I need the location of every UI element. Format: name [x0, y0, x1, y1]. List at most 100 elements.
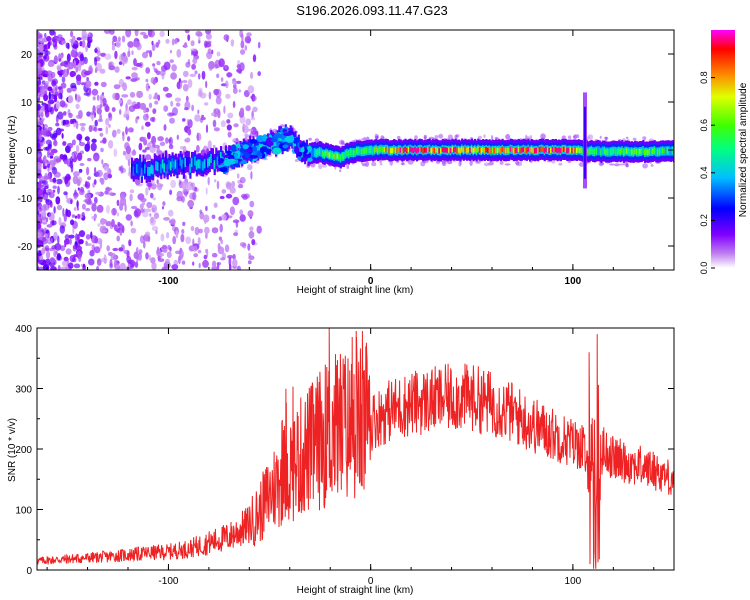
noise-blob [41, 102, 47, 106]
noise-blob [166, 232, 170, 239]
noise-blob [85, 181, 91, 189]
noise-blob [76, 152, 83, 161]
noise-blob [39, 133, 43, 141]
noise-blob [91, 216, 96, 220]
ridge-cell [315, 150, 318, 156]
noise-blob [112, 92, 118, 100]
noise-blob [63, 160, 69, 165]
noise-blob [149, 213, 152, 217]
noise-blob [63, 213, 67, 222]
noise-blob [42, 156, 47, 165]
noise-blob [162, 206, 164, 210]
ridge-blob [234, 159, 239, 164]
noise-blob [140, 208, 145, 213]
ridge-cell [155, 163, 158, 169]
spectrogram-ytick-label: 10 [21, 98, 33, 109]
ridge-cell [169, 163, 173, 169]
ridge-cell [349, 149, 352, 155]
noise-blob [239, 214, 246, 222]
noise-blob [145, 252, 149, 260]
noise-blob [57, 86, 63, 90]
ridge-cell [139, 162, 142, 168]
ridge-cell [606, 149, 609, 155]
noise-blob [118, 99, 122, 104]
ridge-blob [219, 166, 228, 173]
ridge-cell [637, 149, 640, 155]
ridge-cell [512, 148, 515, 154]
colorbar: 0.0 0.2 0.4 0.6 0.8 Normalized spectral ampl… [699, 30, 749, 274]
noise-blob [143, 34, 149, 39]
noise-blob [48, 91, 51, 101]
ridge-haze [454, 134, 458, 140]
noise-blob [199, 92, 207, 99]
ridge-haze [483, 134, 486, 138]
ridge-cell [341, 153, 344, 160]
ridge-cell [499, 148, 503, 154]
ridge-cell [134, 166, 137, 172]
ridge-cell [465, 147, 469, 153]
noise-blob [66, 209, 72, 218]
noise-blob [254, 131, 258, 138]
noise-blob [37, 62, 41, 69]
ridge-cell [210, 155, 213, 162]
noise-blob [150, 117, 155, 122]
ridge-haze [322, 164, 327, 168]
ridge-cell [648, 149, 651, 155]
noise-blob [157, 136, 164, 142]
noise-blob [55, 196, 61, 205]
noise-blob [63, 111, 67, 116]
ridge-cell [516, 147, 519, 153]
noise-blob [100, 229, 108, 233]
ridge-haze [308, 137, 312, 141]
noise-blob [55, 250, 58, 255]
noise-blob [107, 173, 113, 179]
noise-blob [105, 221, 112, 227]
ridge-cell [168, 161, 171, 168]
ridge-cell [343, 153, 346, 159]
noise-blob [87, 41, 91, 49]
noise-blob [201, 70, 206, 80]
ridge-cell [627, 148, 630, 155]
noise-blob [156, 179, 159, 185]
ridge-cell [299, 148, 302, 154]
noise-blob [59, 153, 64, 160]
ridge-cell [179, 158, 182, 165]
ridge-cell [542, 146, 545, 152]
noise-blob [44, 258, 51, 266]
ridge-cell [334, 153, 338, 159]
ridge-cell [391, 147, 394, 154]
noise-blob [75, 233, 78, 242]
ridge-cell [202, 163, 205, 169]
noise-blob [56, 66, 62, 71]
ridge-cell [661, 148, 664, 154]
ridge-blob [230, 164, 235, 170]
noise-blob [78, 255, 82, 263]
spectrogram-ylabel: Frequency (Hz) [7, 116, 18, 185]
ridge-cell [173, 163, 176, 169]
noise-blob [37, 37, 40, 42]
ridge-cell [346, 150, 349, 156]
noise-blob [221, 214, 227, 221]
ridge-cell [430, 148, 433, 154]
noise-blob [37, 230, 43, 238]
ridge-cell [538, 146, 541, 153]
ridge-cell [360, 149, 363, 155]
snr-ylabel: SNR (10 * v/v) [7, 418, 18, 482]
ridge-cell [258, 145, 261, 151]
noise-blob [69, 238, 72, 245]
noise-blob [94, 236, 98, 244]
noise-blob [218, 58, 225, 68]
noise-blob [153, 212, 160, 219]
noise-blob [208, 60, 215, 70]
noise-blob [133, 40, 141, 48]
noise-blob [176, 81, 183, 90]
ridge-cell [563, 146, 566, 153]
ridge-cell [459, 148, 462, 154]
noise-blob [148, 254, 151, 261]
ridge-cell [404, 146, 407, 152]
noise-blob [121, 94, 129, 98]
ridge-haze [642, 136, 647, 141]
ridge-haze [361, 137, 367, 141]
noise-blob [48, 71, 52, 78]
noise-blob [43, 50, 51, 56]
